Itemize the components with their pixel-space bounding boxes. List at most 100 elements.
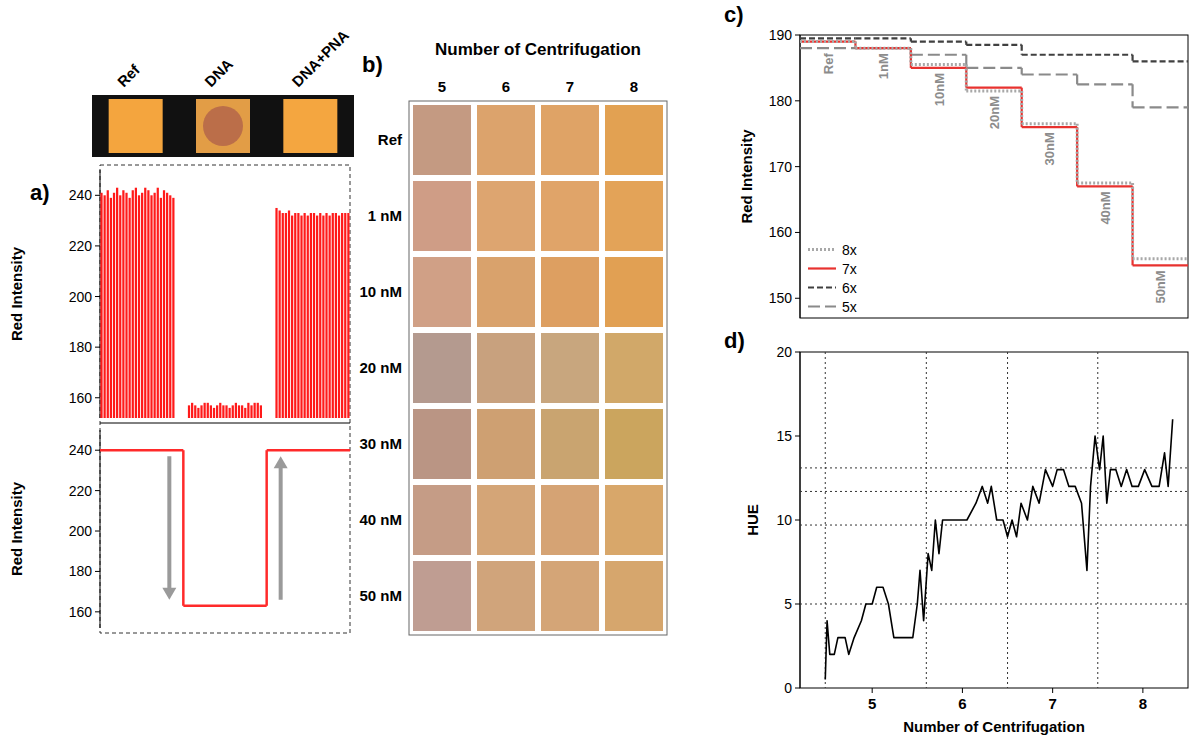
y-tick bbox=[95, 195, 100, 196]
step-riser bbox=[1021, 45, 1023, 55]
swatch bbox=[477, 485, 535, 555]
step bbox=[911, 63, 966, 66]
boundary-line bbox=[926, 352, 927, 688]
step-riser bbox=[965, 65, 968, 91]
bar bbox=[313, 213, 315, 418]
tick-label: 220 bbox=[69, 238, 93, 254]
swatch bbox=[541, 257, 599, 327]
tick-label: 5 bbox=[868, 695, 876, 712]
swatch bbox=[605, 409, 663, 479]
category-label: 1nM bbox=[876, 53, 891, 79]
bar bbox=[163, 190, 165, 418]
bar bbox=[232, 405, 234, 418]
bar bbox=[285, 213, 287, 418]
step bbox=[183, 605, 266, 608]
swatch bbox=[477, 181, 535, 251]
bar bbox=[213, 408, 215, 418]
swatch bbox=[413, 257, 471, 327]
legend-label: 6x bbox=[842, 280, 857, 296]
step bbox=[1077, 54, 1132, 56]
y-tick bbox=[795, 298, 800, 299]
swatch bbox=[109, 99, 163, 153]
y-tick bbox=[95, 531, 100, 532]
step-riser bbox=[182, 450, 185, 606]
bar bbox=[129, 198, 131, 418]
swatch bbox=[477, 257, 535, 327]
swatch-label: DNA bbox=[201, 55, 236, 90]
bar bbox=[144, 188, 146, 418]
tick-label: 240 bbox=[69, 187, 93, 203]
bar bbox=[325, 213, 327, 418]
panel-letter: c) bbox=[724, 2, 744, 27]
swatch bbox=[541, 105, 599, 175]
step bbox=[1077, 182, 1132, 185]
step bbox=[855, 47, 910, 49]
step bbox=[911, 54, 966, 56]
bar bbox=[229, 408, 231, 418]
bar bbox=[172, 198, 174, 418]
category-label: 30nM bbox=[1042, 132, 1057, 165]
bar bbox=[247, 403, 249, 418]
figure: a)RefDNADNA+PNA160180200220240Red Intens… bbox=[0, 0, 1203, 744]
x-tick bbox=[872, 688, 873, 693]
step-riser bbox=[265, 450, 268, 606]
legend-swatch bbox=[808, 248, 836, 251]
y-tick bbox=[95, 397, 100, 398]
bar bbox=[316, 216, 318, 418]
legend-swatch bbox=[808, 305, 836, 307]
swatch bbox=[196, 99, 250, 153]
y-tick bbox=[795, 232, 800, 233]
bar bbox=[104, 195, 106, 418]
axis-title: Red Intensity bbox=[8, 481, 25, 576]
step bbox=[1022, 126, 1077, 128]
plot-area bbox=[800, 38, 1188, 265]
bar bbox=[257, 403, 259, 418]
bar bbox=[191, 403, 193, 418]
step bbox=[800, 47, 855, 49]
swatch bbox=[477, 105, 535, 175]
swatch bbox=[413, 333, 471, 403]
step bbox=[1133, 60, 1188, 62]
step bbox=[966, 44, 1021, 46]
column-label: 5 bbox=[438, 78, 446, 95]
bar bbox=[160, 198, 162, 418]
y-tick bbox=[795, 604, 800, 605]
step bbox=[800, 40, 855, 43]
bar bbox=[307, 216, 309, 418]
row-label: 10 nM bbox=[359, 283, 402, 300]
y-tick bbox=[95, 245, 100, 246]
bar bbox=[244, 408, 246, 418]
tick-label: 180 bbox=[769, 93, 793, 109]
bar bbox=[119, 195, 121, 418]
tick-label: 170 bbox=[769, 159, 793, 175]
bar bbox=[310, 213, 312, 418]
plot-area bbox=[100, 450, 350, 606]
bar bbox=[169, 195, 171, 418]
step bbox=[1133, 257, 1188, 260]
bar bbox=[125, 193, 127, 418]
step bbox=[800, 40, 855, 42]
separator bbox=[100, 423, 350, 424]
swatch bbox=[541, 333, 599, 403]
swatch bbox=[477, 333, 535, 403]
plot-area bbox=[100, 188, 349, 418]
step bbox=[855, 47, 910, 50]
step-riser bbox=[1131, 55, 1133, 62]
tick-label: 190 bbox=[769, 27, 793, 43]
row-label: 30 nM bbox=[359, 435, 402, 452]
tick-label: 20 bbox=[776, 344, 792, 360]
y-axis bbox=[100, 170, 101, 418]
swatch bbox=[605, 333, 663, 403]
step bbox=[855, 37, 910, 39]
step-riser bbox=[1076, 74, 1078, 84]
bar bbox=[157, 188, 159, 418]
step bbox=[1022, 122, 1077, 125]
swatch-label: Ref bbox=[114, 60, 144, 90]
x-tick bbox=[962, 688, 963, 693]
bar bbox=[154, 193, 156, 418]
tick-label: 10 bbox=[776, 512, 792, 528]
step-riser bbox=[1021, 88, 1023, 127]
tick-label: 0 bbox=[784, 680, 792, 696]
row-label: 20 nM bbox=[359, 359, 402, 376]
axis-title: Red Intensity bbox=[8, 246, 25, 341]
